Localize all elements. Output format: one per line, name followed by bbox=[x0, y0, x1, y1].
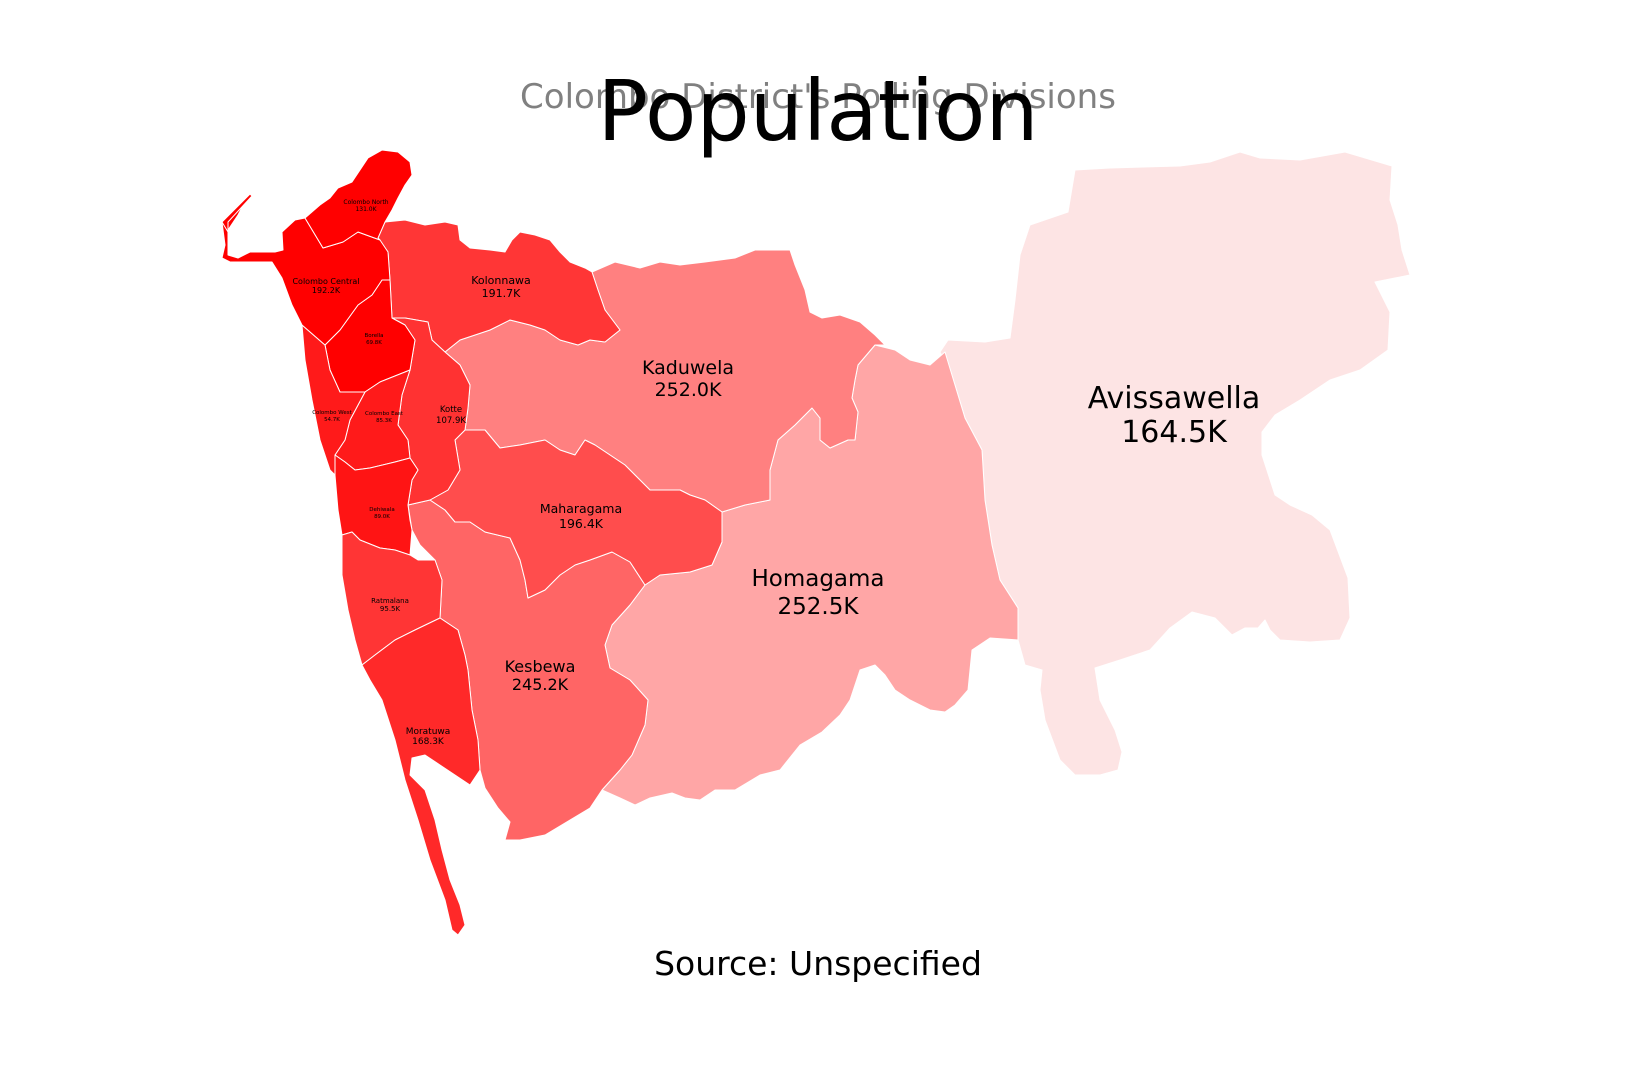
label-colombo-west: Colombo West 54.7K bbox=[312, 410, 352, 423]
label-kolonnawa: Kolonnawa 191.7K bbox=[471, 274, 531, 300]
region-colombo-west[interactable] bbox=[301, 324, 366, 476]
region-name: Colombo West bbox=[312, 410, 352, 416]
region-name: Maharagama bbox=[540, 501, 622, 516]
region-colombo-north[interactable] bbox=[304, 149, 413, 249]
region-moratuwa[interactable] bbox=[361, 617, 481, 936]
region-ratmalana[interactable] bbox=[341, 531, 443, 666]
label-moratuwa: Moratuwa 168.3K bbox=[406, 727, 451, 747]
harbour-breakwater bbox=[221, 193, 253, 233]
region-name: Colombo North bbox=[343, 199, 388, 206]
region-name: Moratuwa bbox=[406, 727, 451, 737]
region-name: Colombo Central bbox=[292, 277, 359, 286]
label-kaduwela: Kaduwela 252.0K bbox=[642, 357, 734, 401]
map-subtitle: Colombo District's Polling Divisions bbox=[520, 77, 1116, 117]
label-colombo-east: Colombo East 85.3K bbox=[365, 411, 404, 424]
region-value: 168.3K bbox=[412, 737, 445, 747]
region-value: 85.3K bbox=[376, 418, 392, 424]
region-colombo-central[interactable] bbox=[221, 195, 391, 346]
map-title: Population bbox=[597, 62, 1038, 160]
region-value: 89.0K bbox=[374, 514, 390, 520]
region-name: Colombo East bbox=[365, 411, 404, 417]
region-avissawella[interactable] bbox=[939, 151, 1411, 776]
label-colombo-north: Colombo North 131.0K bbox=[343, 199, 388, 213]
label-colombo-central: Colombo Central 192.2K bbox=[292, 277, 359, 295]
label-ratmalana: Ratmalana 95.5K bbox=[371, 597, 409, 613]
label-kotte: Kotte 107.9K bbox=[436, 405, 466, 426]
region-name: Homagama bbox=[751, 566, 884, 592]
region-value: 191.7K bbox=[482, 287, 521, 300]
map-labels: Colombo North 131.0K Colombo Central 192… bbox=[292, 199, 1260, 747]
region-value: 164.5K bbox=[1121, 415, 1228, 450]
label-homagama: Homagama 252.5K bbox=[751, 566, 884, 620]
source-note: Source: Unspecified bbox=[654, 944, 982, 983]
region-name: Avissawella bbox=[1088, 381, 1261, 416]
region-value: 192.2K bbox=[312, 286, 341, 295]
region-value: 95.5K bbox=[380, 605, 401, 613]
region-name: Ratmalana bbox=[371, 597, 409, 605]
label-borella: Borella 69.8K bbox=[364, 333, 383, 346]
label-kesbewa: Kesbewa 245.2K bbox=[505, 657, 576, 694]
region-name: Borella bbox=[364, 333, 383, 339]
region-value: 54.7K bbox=[324, 417, 340, 423]
region-value: 69.8K bbox=[366, 340, 382, 346]
region-name: Kesbewa bbox=[505, 657, 576, 676]
region-value: 131.0K bbox=[355, 206, 377, 213]
region-value: 245.2K bbox=[512, 675, 569, 694]
region-value: 107.9K bbox=[436, 416, 466, 426]
region-maharagama[interactable] bbox=[429, 429, 723, 599]
region-name: Dehiwala bbox=[369, 507, 394, 513]
region-name: Kolonnawa bbox=[471, 274, 531, 287]
region-value: 196.4K bbox=[559, 516, 604, 531]
region-name: Kotte bbox=[440, 405, 462, 415]
label-dehiwala: Dehiwala 89.0K bbox=[369, 507, 394, 520]
label-maharagama: Maharagama 196.4K bbox=[540, 501, 622, 531]
label-avissawella: Avissawella 164.5K bbox=[1088, 381, 1261, 450]
region-value: 252.0K bbox=[655, 379, 722, 401]
region-value: 252.5K bbox=[778, 594, 860, 620]
region-name: Kaduwela bbox=[642, 357, 734, 379]
